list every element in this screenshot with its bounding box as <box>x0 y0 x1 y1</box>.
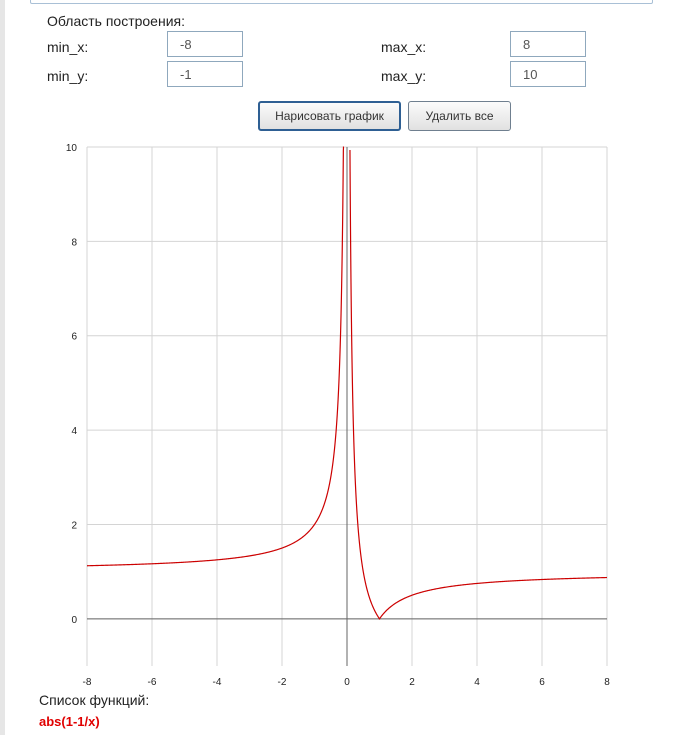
min-y-input[interactable] <box>167 61 243 87</box>
x-tick-label: 0 <box>344 677 350 688</box>
top-text-field[interactable] <box>30 0 653 4</box>
series-line <box>349 149 608 620</box>
max-x-label: max_x: <box>381 39 427 55</box>
x-tick-label: 6 <box>539 677 545 688</box>
axes <box>87 147 607 666</box>
min-x-input[interactable] <box>167 31 243 57</box>
x-tick-label: -4 <box>213 677 222 688</box>
x-tick-label: -8 <box>83 677 92 688</box>
plot-area-title: Область построения: <box>47 13 185 29</box>
left-rail <box>0 0 5 735</box>
x-tick-label: -6 <box>148 677 157 688</box>
x-tick-label: 4 <box>474 677 480 688</box>
min-y-label: min_y: <box>47 68 89 84</box>
max-y-label: max_y: <box>381 68 427 84</box>
min-x-label: min_x: <box>47 39 89 55</box>
y-tick-label: 8 <box>71 237 77 248</box>
x-tick-label: 8 <box>604 677 610 688</box>
draw-graph-button[interactable]: Нарисовать график <box>258 101 401 131</box>
y-tick-label: 10 <box>66 143 78 154</box>
series <box>86 146 608 620</box>
function-item[interactable]: abs(1-1/x) <box>39 714 100 729</box>
max-y-input[interactable] <box>510 61 586 87</box>
x-tick-label: 2 <box>409 677 415 688</box>
max-x-input[interactable] <box>510 31 586 57</box>
delete-all-button[interactable]: Удалить все <box>408 101 511 131</box>
tick-labels: -8 -6 -4 -2 0 2 4 6 8 0 2 4 6 8 10 <box>66 143 610 688</box>
y-tick-label: 0 <box>71 615 77 626</box>
y-tick-label: 2 <box>71 520 77 531</box>
function-list-label: Список функций: <box>39 692 150 708</box>
y-tick-label: 4 <box>71 426 77 437</box>
x-tick-label: -2 <box>278 677 287 688</box>
series-line <box>86 146 345 567</box>
y-tick-label: 6 <box>71 332 77 343</box>
